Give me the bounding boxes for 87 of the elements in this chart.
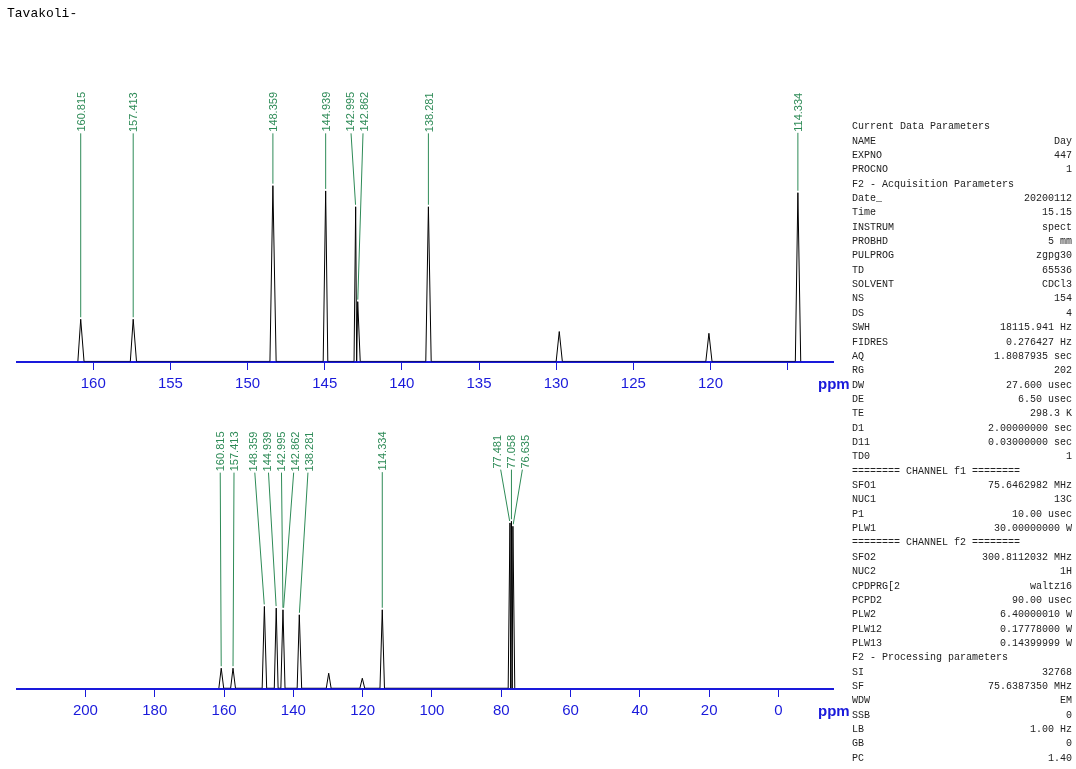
x-tick-label: 120 [350,701,376,719]
x-tick-label: 0 [774,701,783,719]
x-tick-label: 60 [562,701,579,719]
annotation: 76.635 [519,434,532,469]
text: SSB 0 [852,710,1073,721]
chart-title: Tavakoli- [7,6,78,21]
x-tick-label: 125 [620,374,646,392]
annotation: 77.481 [491,434,504,469]
annotation: 138.281 [303,431,316,472]
annotation: 144.939 [261,431,274,472]
annotation: 160.815 [74,91,87,132]
x-tick-label: 20 [700,701,718,719]
text: ======== CHANNEL f1 ======== [852,466,1021,477]
text: PLW13 0.14399999 W [852,638,1073,649]
annotation: 157.413 [127,92,140,133]
annotation: 142.995 [275,431,288,472]
text: Date_ 20200112 [852,193,1073,204]
x-tick-label: 100 [419,701,445,719]
text: NS 154 [852,293,1073,304]
text: D1 2.00000000 sec [852,423,1073,434]
text: AQ 1.8087935 sec [852,351,1073,362]
text: PLW1 30.00000000 W [852,523,1073,534]
text: INSTRUM spect [852,222,1073,233]
annotation: 142.862 [357,91,370,132]
annotation: 144.939 [319,91,332,132]
x-tick-label: 160 [211,701,237,719]
text: CPDPRG[2 waltz16 [852,581,1073,592]
text: PC 1.40 [852,753,1073,764]
text: F2 - Acquisition Parameters [852,179,1015,190]
text: GB 0 [852,738,1073,749]
text: DS 4 [852,308,1073,319]
text: PLW12 0.17778000 W [852,624,1073,635]
text: NUC2 1H [852,566,1073,577]
text: Current Data Parameters [852,121,991,132]
x-tick-label: 140 [389,374,415,392]
text: RG 202 [852,365,1073,376]
x-axis-title: ppm [818,702,850,719]
text: EXPNO 447 [852,150,1073,161]
text: NAME Day [852,136,1073,147]
x-tick-label: 145 [312,374,338,392]
x-tick-label: 200 [72,701,98,719]
text: SOLVENT CDCl3 [852,279,1073,290]
text: PROCNO 1 [852,164,1073,175]
text: PCPD2 90.00 usec [852,595,1073,606]
x-tick-label: 155 [157,374,183,392]
x-tick-label: 120 [697,374,723,392]
text: P1 10.00 usec [852,509,1073,520]
x-axis-title: ppm [818,375,850,392]
x-tick-label: 150 [235,374,261,392]
text: DE 6.50 usec [852,394,1073,405]
text: FIDRES 0.276427 Hz [852,337,1073,348]
x-tick-label: 40 [631,701,649,719]
annotation: 148.359 [267,91,280,132]
annotation: 148.359 [247,431,260,472]
x-tick-label: 160 [80,374,106,392]
annotation: 157.413 [227,431,240,472]
text: F2 - Processing parameters [852,652,1009,663]
text: SFO2 300.8112032 MHz [852,552,1073,563]
text: PULPROG zgpg30 [852,250,1073,261]
x-tick-label: 130 [543,374,569,392]
text: ======== CHANNEL f2 ======== [852,537,1021,548]
x-tick-label: 140 [280,701,306,719]
annotation: 114.334 [792,92,805,132]
text: NUC1 13C [852,494,1073,505]
annotation: 77.058 [505,434,518,469]
text: PROBHD 5 mm [852,236,1073,247]
text: Time 15.15 [852,207,1073,218]
text: TE 298.3 K [852,408,1073,419]
x-tick-label: 180 [142,701,168,719]
x-tick-label: 80 [492,701,510,719]
text: SI 32768 [852,667,1073,678]
text: TD0 1 [852,451,1073,462]
text: SFO1 75.6462982 MHz [852,480,1073,491]
annotation: 138.281 [422,92,435,133]
annotation: 142.862 [289,431,302,472]
text: WDW EM [852,695,1073,706]
text: SWH 18115.941 Hz [852,322,1073,333]
text: LB 1.00 Hz [852,724,1073,735]
text: SF 75.6387350 MHz [852,681,1073,692]
annotation: 142.995 [343,91,356,132]
x-tick-label: 135 [466,374,492,392]
text: DW 27.600 usec [852,380,1073,391]
annotation: 114.334 [376,431,389,471]
text: D11 0.03000000 sec [852,437,1073,448]
text: TD 65536 [852,265,1073,276]
annotation: 160.815 [213,431,226,472]
text: PLW2 6.40000010 W [852,609,1073,620]
